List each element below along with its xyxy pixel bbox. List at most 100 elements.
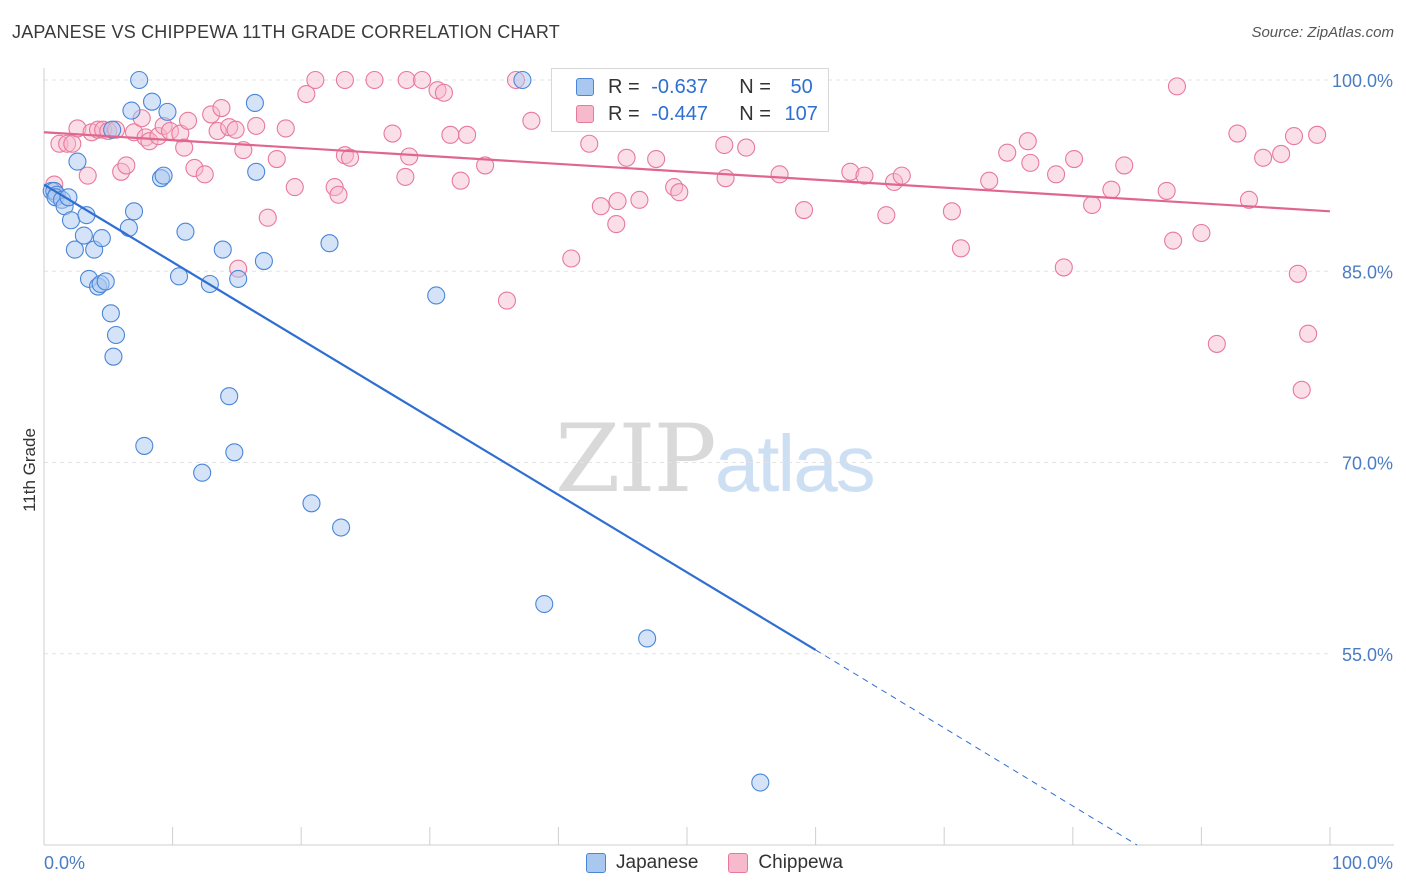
japanese-point bbox=[229, 269, 248, 288]
chippewa-point bbox=[267, 150, 286, 169]
chippewa-point bbox=[716, 169, 735, 188]
japanese-point bbox=[96, 272, 115, 291]
chippewa-point bbox=[306, 70, 325, 90]
chippewa-point bbox=[1157, 181, 1176, 200]
chippewa-point bbox=[1083, 195, 1102, 214]
chippewa-trend-line bbox=[43, 131, 1331, 213]
x-tick-label: 0.0% bbox=[44, 853, 85, 873]
chippewa-point bbox=[737, 138, 756, 157]
chippewa-point bbox=[258, 208, 277, 227]
japanese-point bbox=[103, 120, 122, 139]
chippewa-point bbox=[285, 178, 304, 197]
chippewa-point bbox=[78, 166, 97, 185]
watermark-zip: ZIP bbox=[555, 405, 717, 514]
chippewa-point bbox=[413, 70, 432, 90]
japanese-trend-line bbox=[43, 183, 817, 651]
japanese-point bbox=[65, 240, 84, 259]
chippewa-point bbox=[770, 165, 789, 184]
chippewa-legend-swatch bbox=[728, 853, 749, 873]
japanese-point bbox=[119, 218, 138, 237]
japanese-point bbox=[92, 229, 111, 248]
japanese-point bbox=[535, 594, 554, 614]
chippewa-point bbox=[608, 192, 627, 211]
chippewa-point bbox=[1228, 124, 1247, 143]
japanese-point bbox=[220, 387, 239, 406]
chippewa-point bbox=[212, 99, 231, 118]
japanese-legend-swatch bbox=[586, 853, 606, 873]
y-axis-label: 11th Grade bbox=[20, 428, 39, 512]
chippewa-point bbox=[276, 119, 295, 138]
trend-lines bbox=[43, 131, 1331, 846]
chippewa-point bbox=[1164, 231, 1183, 250]
japanese-point bbox=[427, 286, 446, 305]
chippewa-point bbox=[140, 132, 159, 151]
chippewa-point bbox=[951, 239, 970, 258]
chippewa-point bbox=[1021, 153, 1040, 172]
chippewa-point bbox=[400, 147, 419, 166]
chippewa-point bbox=[670, 183, 689, 202]
japanese-point bbox=[169, 267, 189, 286]
japanese-point bbox=[176, 222, 195, 241]
chippewa-point bbox=[117, 156, 136, 175]
legend-n-label: N = bbox=[739, 102, 777, 125]
legend-n-label: N = bbox=[739, 75, 777, 98]
chippewa-point bbox=[1292, 380, 1311, 399]
chippewa-point bbox=[383, 124, 402, 143]
japanese-point bbox=[101, 304, 120, 323]
chippewa-point bbox=[607, 215, 626, 234]
chippewa-point bbox=[458, 125, 477, 144]
chippewa-point bbox=[580, 134, 599, 153]
correlation-legend: R = -0.637 N = 50 R = -0.447 N = 107 bbox=[551, 68, 829, 132]
chippewa-point bbox=[1308, 125, 1327, 144]
chippewa-point bbox=[630, 190, 649, 209]
axes bbox=[43, 68, 1394, 846]
chippewa-point bbox=[63, 134, 82, 153]
chippewa-point bbox=[365, 70, 384, 90]
japanese-point bbox=[135, 436, 154, 455]
chippewa-point bbox=[1272, 144, 1291, 163]
japanese-point bbox=[193, 463, 212, 482]
chippewa-point bbox=[1284, 127, 1304, 146]
japanese-point bbox=[332, 518, 351, 537]
chippewa-point bbox=[1065, 150, 1084, 169]
chippewa-point bbox=[522, 111, 541, 130]
chippewa-point bbox=[476, 156, 495, 175]
japanese-point bbox=[106, 325, 126, 345]
y-tick-label: 70.0% bbox=[1342, 454, 1393, 474]
japanese-point bbox=[122, 101, 141, 120]
legend-r-label: R = bbox=[608, 102, 646, 125]
japanese-point bbox=[68, 152, 87, 171]
chippewa-point bbox=[1047, 165, 1066, 184]
japanese-swatch bbox=[576, 78, 594, 96]
series-legend-japanese: Japanese bbox=[586, 852, 698, 874]
chippewa-point bbox=[1102, 180, 1121, 199]
japanese-point bbox=[254, 251, 273, 271]
legend-r-label: R = bbox=[608, 75, 646, 98]
japanese-point bbox=[158, 102, 177, 121]
japanese-trend-extension bbox=[815, 649, 1138, 846]
chart-source: Source: ZipAtlas.com bbox=[1251, 24, 1394, 41]
chippewa-point bbox=[1115, 156, 1134, 175]
chippewa-point bbox=[1299, 324, 1318, 343]
japanese-point bbox=[320, 234, 339, 253]
japanese-point bbox=[513, 70, 532, 90]
grid-lines bbox=[44, 79, 1330, 655]
japanese-point bbox=[61, 211, 81, 230]
japanese-point bbox=[302, 494, 321, 513]
x-tick-label: 100.0% bbox=[1332, 853, 1393, 873]
y-tick-label: 85.0% bbox=[1342, 262, 1393, 282]
chippewa-point bbox=[1167, 77, 1187, 96]
chippewa-point bbox=[1207, 334, 1226, 353]
chippewa-point bbox=[980, 171, 999, 190]
tick-labels: 100.0% 85.0% 70.0% 55.0% 0.0% 100.0% bbox=[44, 71, 1393, 873]
chippewa-point bbox=[1288, 264, 1307, 283]
japanese-legend-label: Japanese bbox=[616, 852, 699, 873]
chippewa-point bbox=[1054, 258, 1073, 277]
chippewa-point bbox=[794, 201, 814, 220]
chippewa-point bbox=[202, 105, 221, 124]
chippewa-legend-label: Chippewa bbox=[758, 852, 843, 873]
chippewa-point bbox=[441, 125, 460, 144]
japanese-point bbox=[130, 70, 149, 90]
chippewa-point bbox=[341, 148, 360, 167]
